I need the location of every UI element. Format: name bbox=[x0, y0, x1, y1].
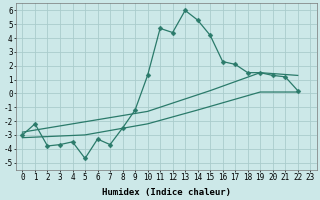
X-axis label: Humidex (Indice chaleur): Humidex (Indice chaleur) bbox=[102, 188, 231, 197]
